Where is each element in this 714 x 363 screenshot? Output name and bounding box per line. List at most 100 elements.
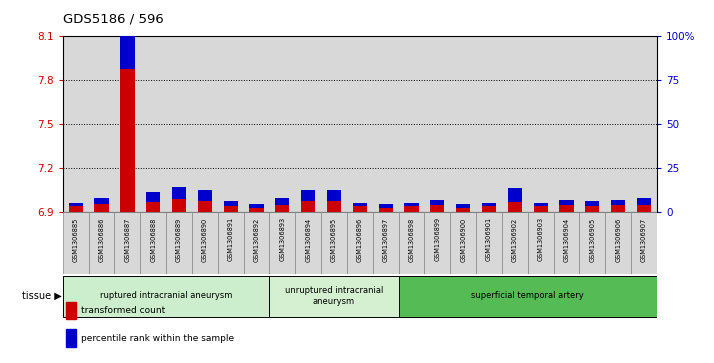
Text: GSM1306892: GSM1306892 (253, 217, 260, 262)
Text: GSM1306887: GSM1306887 (124, 217, 131, 262)
Bar (243, 36, 269, 212)
Bar (63, 36, 89, 212)
Bar (321, 36, 347, 212)
Bar (249, 204, 263, 208)
Bar (451, 36, 476, 212)
Text: GSM1306897: GSM1306897 (383, 217, 388, 262)
Bar (166, 212, 192, 274)
Bar (146, 192, 161, 202)
Bar (114, 212, 141, 274)
Bar (553, 212, 579, 274)
Bar (223, 207, 238, 212)
Bar (579, 36, 605, 212)
Bar (424, 36, 451, 212)
Bar (146, 202, 161, 212)
Bar (172, 187, 186, 199)
Bar (69, 207, 83, 212)
Bar (579, 212, 605, 274)
Bar (69, 203, 83, 207)
Bar (559, 205, 573, 212)
Bar (114, 36, 141, 212)
Bar (611, 200, 625, 205)
Bar (321, 212, 347, 274)
Bar (243, 212, 269, 274)
Bar (378, 208, 393, 212)
Bar (141, 36, 166, 212)
Bar (398, 36, 424, 212)
Bar (172, 199, 186, 212)
Bar (398, 276, 657, 317)
Bar (404, 207, 418, 212)
Text: GSM1306890: GSM1306890 (202, 217, 208, 262)
Bar (198, 190, 212, 201)
Bar (296, 36, 321, 212)
Bar (66, 302, 76, 319)
Bar (327, 201, 341, 212)
Bar (66, 330, 76, 347)
Bar (198, 201, 212, 212)
Bar (528, 212, 553, 274)
Bar (533, 207, 548, 212)
Bar (637, 205, 651, 212)
Bar (353, 203, 367, 207)
Bar (482, 203, 496, 207)
Text: GSM1306903: GSM1306903 (538, 217, 543, 261)
Bar (63, 276, 269, 317)
Bar (508, 202, 522, 212)
Bar (218, 36, 243, 212)
Bar (373, 36, 398, 212)
Bar (373, 212, 398, 274)
Text: transformed count: transformed count (81, 306, 165, 315)
Bar (347, 36, 373, 212)
Bar (192, 36, 218, 212)
Bar (502, 212, 528, 274)
Bar (559, 200, 573, 205)
Text: GSM1306896: GSM1306896 (357, 217, 363, 262)
Bar (476, 212, 502, 274)
Bar (476, 36, 502, 212)
Text: GSM1306904: GSM1306904 (563, 217, 570, 262)
Bar (378, 204, 393, 208)
Bar (89, 212, 114, 274)
Bar (451, 212, 476, 274)
Text: GSM1306885: GSM1306885 (73, 217, 79, 262)
Text: GSM1306902: GSM1306902 (512, 217, 518, 262)
Text: GSM1306894: GSM1306894 (305, 217, 311, 262)
Text: GSM1306889: GSM1306889 (176, 217, 182, 262)
Bar (502, 36, 528, 212)
Bar (353, 207, 367, 212)
Bar (456, 204, 471, 208)
Bar (398, 212, 424, 274)
Bar (249, 208, 263, 212)
Bar (192, 212, 218, 274)
Text: percentile rank within the sample: percentile rank within the sample (81, 334, 233, 343)
Text: unruptured intracranial
aneurysm: unruptured intracranial aneurysm (285, 286, 383, 306)
Text: GSM1306900: GSM1306900 (460, 217, 466, 262)
Bar (482, 207, 496, 212)
Bar (431, 205, 444, 212)
Bar (431, 200, 444, 205)
Text: GSM1306906: GSM1306906 (615, 217, 621, 262)
Text: ruptured intracranial aneurysm: ruptured intracranial aneurysm (100, 291, 232, 300)
Text: GSM1306907: GSM1306907 (641, 217, 647, 262)
Bar (347, 212, 373, 274)
Bar (533, 203, 548, 207)
Bar (404, 203, 418, 207)
Bar (276, 198, 289, 205)
Bar (94, 198, 109, 204)
Bar (63, 212, 89, 274)
Text: GSM1306893: GSM1306893 (279, 217, 286, 261)
Text: GSM1306895: GSM1306895 (331, 217, 337, 262)
Text: tissue ▶: tissue ▶ (21, 291, 61, 301)
Bar (585, 201, 600, 207)
Text: GSM1306899: GSM1306899 (434, 217, 441, 261)
Bar (631, 212, 657, 274)
Bar (269, 36, 296, 212)
Bar (120, 69, 134, 212)
Bar (631, 36, 657, 212)
Bar (269, 276, 398, 317)
Text: GSM1306886: GSM1306886 (99, 217, 104, 262)
Bar (141, 212, 166, 274)
Bar (327, 190, 341, 201)
Text: superficial temporal artery: superficial temporal artery (471, 291, 584, 300)
